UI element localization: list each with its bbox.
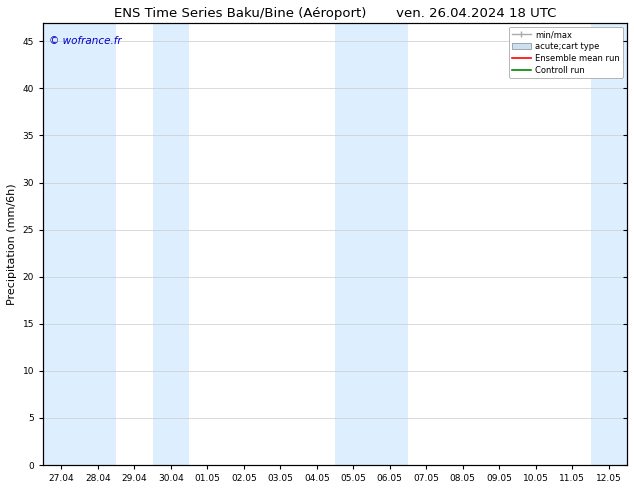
Bar <box>153 23 189 465</box>
Bar <box>590 23 627 465</box>
Bar <box>43 23 116 465</box>
Legend: min/max, acute;cart type, Ensemble mean run, Controll run: min/max, acute;cart type, Ensemble mean … <box>509 26 623 78</box>
Text: © wofrance.fr: © wofrance.fr <box>49 36 122 46</box>
Y-axis label: Precipitation (mm/6h): Precipitation (mm/6h) <box>7 183 17 305</box>
Title: ENS Time Series Baku/Bine (Aéroport)       ven. 26.04.2024 18 UTC: ENS Time Series Baku/Bine (Aéroport) ven… <box>114 7 556 20</box>
Bar <box>335 23 408 465</box>
